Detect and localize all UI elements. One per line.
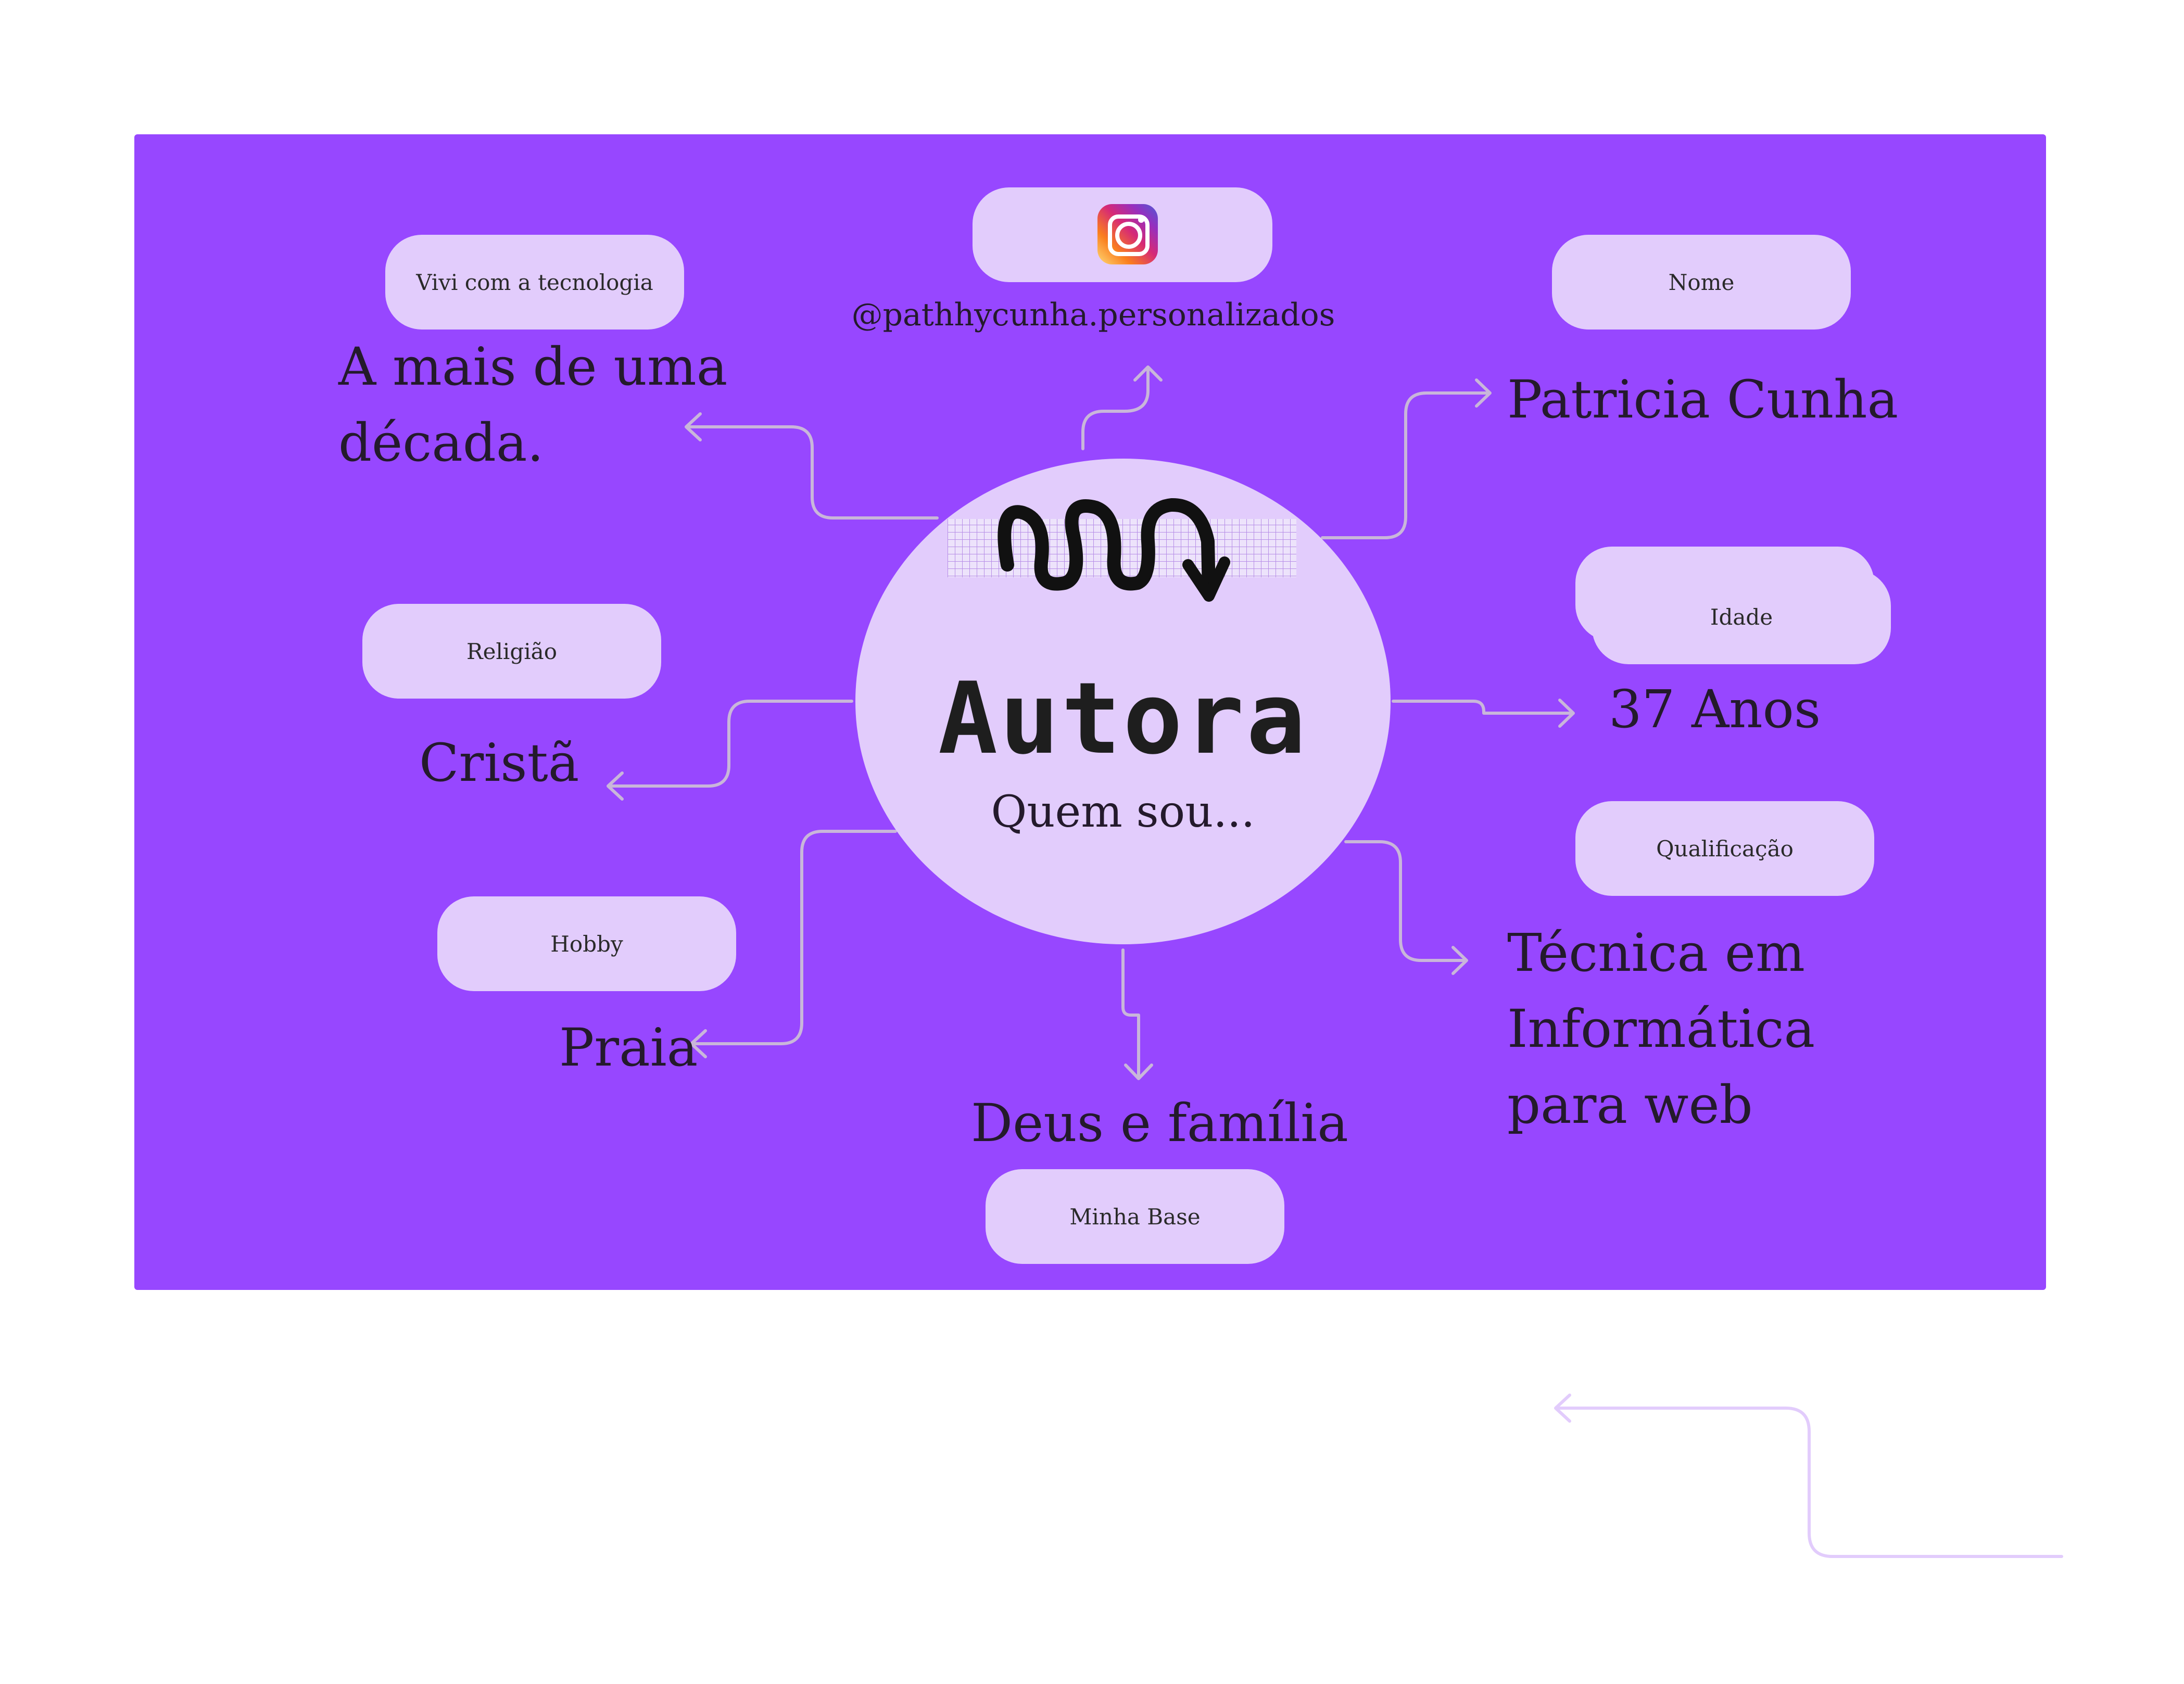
connector-idade xyxy=(1392,700,1574,715)
value-qualificacao-line-2: Informática xyxy=(1507,998,1815,1059)
stray-connector xyxy=(1555,1407,2063,1558)
instagram-icon-frame xyxy=(1108,214,1150,256)
arrowhead-idade xyxy=(1558,699,1575,728)
value-hobby: Praia xyxy=(559,1017,698,1078)
label-religiao: Religião xyxy=(362,604,661,699)
instagram-icon-dot xyxy=(1138,217,1144,223)
value-tecnologia-line-1: A mais de uma xyxy=(338,336,728,397)
value-nome: Patricia Cunha xyxy=(1507,369,1899,430)
arrowhead-qualificacao xyxy=(1451,946,1468,975)
instagram-handle[interactable]: @pathhycunha.personalizados xyxy=(851,297,1335,333)
connector-nome xyxy=(1321,391,1491,539)
value-base: Deus e família xyxy=(971,1093,1348,1154)
arrowhead-base xyxy=(1124,1063,1153,1080)
label-base: Minha Base xyxy=(986,1169,1284,1264)
arrowhead-religiao xyxy=(607,771,624,801)
center-subtitle: Quem sou... xyxy=(991,786,1255,837)
label-tecnologia: Vivi com a tecnologia xyxy=(385,235,684,330)
label-hobby: Hobby xyxy=(437,896,736,991)
connector-religiao xyxy=(608,700,853,788)
arrowhead-tecnologia xyxy=(685,412,702,441)
arrowhead-nome xyxy=(1475,378,1492,408)
label-nome: Nome xyxy=(1552,235,1851,330)
instagram-icon-lens xyxy=(1115,222,1142,249)
label-qualificacao: Qualificação xyxy=(1575,801,1874,896)
value-idade: 37 Anos xyxy=(1609,679,1821,740)
connector-qualificacao xyxy=(1344,840,1467,962)
arrowhead-hobby xyxy=(690,1029,707,1058)
squiggle-arrowhead-icon xyxy=(1182,556,1230,602)
connector-tecnologia xyxy=(686,425,939,520)
value-qualificacao-line-1: Técnica em xyxy=(1507,922,1805,983)
center-title: Autora xyxy=(938,661,1308,776)
value-tecnologia-line-2: década. xyxy=(338,412,544,473)
instagram-icon[interactable] xyxy=(1097,204,1158,264)
connector-instagram xyxy=(1081,368,1150,450)
label-idade: Idade xyxy=(1592,569,1891,664)
value-qualificacao-line-3: para web xyxy=(1507,1074,1753,1135)
squiggle-arrow-icon xyxy=(998,498,1216,600)
connector-base xyxy=(1121,948,1140,1079)
connector-hobby xyxy=(691,830,897,1045)
value-religiao: Cristã xyxy=(419,732,579,793)
arrowhead-instagram xyxy=(1133,365,1163,382)
stray-arrowhead xyxy=(1554,1394,1571,1423)
